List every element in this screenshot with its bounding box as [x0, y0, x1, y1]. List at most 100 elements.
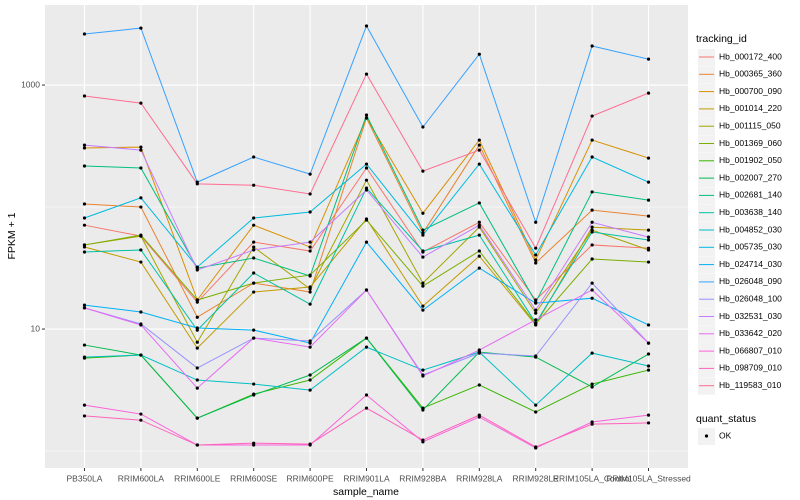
- x-tick-label: RRIM105LA_Control: [553, 473, 632, 483]
- data-point: [590, 382, 594, 386]
- legend-label: Hb_098709_010: [719, 363, 782, 373]
- legend-label: Hb_026048_090: [719, 276, 782, 286]
- data-point: [82, 343, 87, 347]
- data-point: [590, 230, 594, 234]
- data-point: [82, 306, 87, 310]
- data-point: [82, 146, 87, 150]
- data-point: [252, 271, 256, 275]
- data-point: [252, 328, 256, 332]
- data-point: [139, 323, 143, 327]
- data-point: [308, 345, 312, 349]
- data-point: [82, 143, 87, 147]
- data-point: [590, 138, 594, 142]
- data-point: [646, 421, 651, 425]
- y-axis-title: FPKM + 1: [6, 212, 18, 259]
- data-point: [308, 287, 312, 291]
- data-point: [82, 94, 87, 98]
- data-point: [195, 298, 199, 302]
- data-point: [477, 383, 481, 387]
- data-point: [590, 257, 594, 261]
- data-point: [364, 345, 369, 349]
- data-point: [646, 214, 651, 218]
- data-point: [534, 308, 538, 312]
- data-point: [421, 284, 425, 288]
- data-point: [477, 220, 481, 224]
- data-point: [252, 240, 256, 244]
- data-point: [646, 413, 651, 417]
- data-point: [646, 198, 651, 202]
- y-tick-label: 10: [31, 323, 41, 333]
- data-point: [590, 208, 594, 212]
- data-point: [646, 323, 651, 327]
- data-point: [82, 216, 87, 220]
- legend-label: Hb_002681_140: [719, 190, 782, 200]
- data-point: [534, 258, 538, 262]
- legend-label: Hb_026048_100: [719, 293, 782, 303]
- data-point: [646, 91, 651, 95]
- data-point: [646, 260, 651, 264]
- data-point: [139, 205, 143, 209]
- data-point: [477, 162, 481, 166]
- data-point: [477, 254, 481, 258]
- data-point: [590, 220, 594, 224]
- data-point: [477, 138, 481, 142]
- legend-label: Hb_000365_360: [719, 69, 782, 79]
- legend-label: Hb_003638_140: [719, 207, 782, 217]
- data-point: [477, 351, 481, 355]
- data-point: [477, 148, 481, 152]
- data-point: [308, 249, 312, 253]
- data-point: [308, 172, 312, 176]
- data-point: [646, 235, 651, 239]
- data-point: [477, 266, 481, 270]
- data-point: [139, 353, 143, 357]
- data-point: [82, 403, 87, 407]
- data-point: [477, 143, 481, 147]
- data-point: [477, 201, 481, 205]
- data-point: [646, 156, 651, 160]
- legend-label: Hb_119583_010: [719, 380, 782, 390]
- data-point: [364, 178, 369, 182]
- x-tick-label: RRIM600LE: [174, 473, 221, 483]
- axes: 10 1000 PB350LA RRIM600LA RRIM600LE RRIM600SE…: [21, 79, 691, 483]
- data-point: [195, 326, 199, 330]
- legend-label: Hb_005735_030: [719, 242, 782, 252]
- data-point: [421, 281, 425, 285]
- data-point: [590, 420, 594, 424]
- data-point: [252, 245, 256, 249]
- data-point: [421, 408, 425, 412]
- x-tick-label: RRIM105LA_Stressed: [606, 473, 691, 483]
- x-tick-label: RRIM600PE: [286, 473, 334, 483]
- legend-label: Hb_024714_030: [719, 259, 782, 269]
- data-point: [308, 290, 312, 294]
- x-tick-label: RRIM928LA: [456, 473, 503, 483]
- data-point: [534, 410, 538, 414]
- data-point: [364, 406, 369, 410]
- legend-label: Hb_066807_010: [719, 345, 782, 355]
- legend-label: Hb_000172_400: [719, 51, 782, 61]
- data-point: [364, 240, 369, 244]
- data-point: [252, 290, 256, 294]
- data-point: [308, 339, 312, 343]
- data-point: [82, 250, 87, 254]
- data-point: [252, 281, 256, 285]
- data-point: [364, 24, 369, 28]
- data-point: [195, 386, 199, 390]
- data-point: [477, 223, 481, 227]
- data-point: [477, 233, 481, 237]
- legend-label: Hb_032531_030: [719, 311, 782, 321]
- data-point: [646, 238, 651, 242]
- data-point: [534, 246, 538, 250]
- data-point: [252, 256, 256, 260]
- data-point: [139, 26, 143, 30]
- x-tick-label: RRIM901LA: [343, 473, 390, 483]
- data-point: [421, 249, 425, 253]
- data-point: [252, 183, 256, 187]
- data-point: [646, 368, 651, 372]
- data-point: [421, 228, 425, 232]
- data-point: [308, 442, 312, 446]
- data-point: [82, 414, 87, 418]
- data-point: [534, 318, 538, 322]
- data-point: [195, 182, 199, 186]
- legend-label: Hb_004852_030: [719, 224, 782, 234]
- data-point: [421, 255, 425, 259]
